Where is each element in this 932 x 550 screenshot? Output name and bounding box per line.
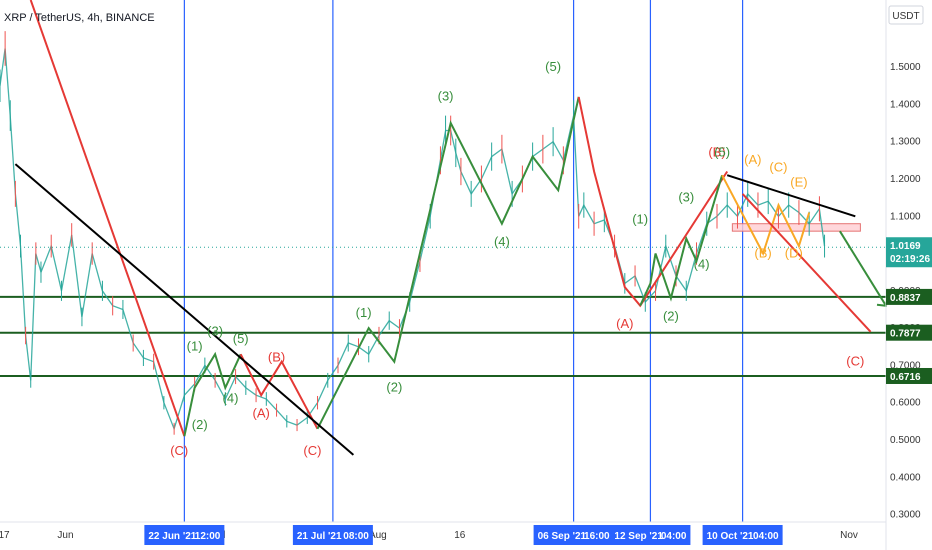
price-tick-8: 0.7000 xyxy=(890,360,921,371)
current-price-tag-bg xyxy=(886,237,932,268)
chart-title: XRP / TetherUS, 4h, BINANCE xyxy=(4,12,155,24)
price-tick-2: 1.3000 xyxy=(890,137,921,148)
price-tick-3: 1.2000 xyxy=(890,174,921,185)
price-tick-11: 0.4000 xyxy=(890,472,921,483)
wave-label-1: (2) xyxy=(192,417,208,432)
consolidation-rect xyxy=(731,223,861,232)
wave-line-green-wave-a xyxy=(183,351,242,437)
time-highlight-time-4: 04:00 xyxy=(753,531,779,542)
wave-label-3: (4) xyxy=(223,391,239,406)
time-highlight-date-2: 06 Sep '21 xyxy=(538,531,587,542)
price-series xyxy=(0,31,886,435)
unit-label: USDT xyxy=(892,11,919,22)
time-highlight-time-2: 16:00 xyxy=(584,531,610,542)
wave-line-green-target-arrow xyxy=(839,230,887,307)
time-tick-1: Jun xyxy=(57,530,73,541)
wave-label-2: (3) xyxy=(207,324,223,339)
time-tick-5: Nov xyxy=(840,530,858,541)
time-tick-3: Aug xyxy=(369,530,387,541)
wave-label-11: (3) xyxy=(438,89,454,104)
time-highlight-time-1: 08:00 xyxy=(343,531,369,542)
time-tick-4: 16 xyxy=(454,530,466,541)
price-tick-10: 0.5000 xyxy=(890,435,921,446)
time-highlight-bg-2 xyxy=(533,525,614,545)
price-tags: 0.8837 0.7877 0.6716 1.0169 02:19:26 xyxy=(886,237,932,384)
wave-label-4: (5) xyxy=(233,331,249,346)
wave-lines xyxy=(14,0,888,456)
wave-label-8: (C) xyxy=(303,443,321,458)
wave-label-14: (A) xyxy=(616,316,633,331)
level-tag-bg-2 xyxy=(886,367,932,384)
wave-label-10: (2) xyxy=(386,380,402,395)
level-tag-label-0: 0.8837 xyxy=(890,293,921,304)
wave-label-19: (B) xyxy=(708,145,725,160)
level-tag-bg-1 xyxy=(886,324,932,341)
wave-labels: (1) (2) (3) (4) (5) (C) (A) (B) (C) (1) (2) (3) (4) (… xyxy=(170,59,864,458)
level-tag-label-2: 0.6716 xyxy=(890,372,921,383)
wave-line-black-trendline-2 xyxy=(726,174,856,218)
time-highlight-bg-3 xyxy=(610,525,691,545)
time-highlight-bg-1 xyxy=(292,525,373,545)
current-price-tag-value: 1.0169 xyxy=(890,241,921,252)
wave-label-25: (E) xyxy=(790,174,807,189)
wave-label-12: (4) xyxy=(494,234,510,249)
level-tag-bg-0 xyxy=(886,288,932,305)
time-highlight-date-1: 21 Jul '21 xyxy=(297,531,342,542)
consolidation-box xyxy=(731,223,861,232)
wave-line-green-impulse xyxy=(316,96,580,430)
wave-line-black-trendline-1 xyxy=(14,163,355,456)
time-highlight-bg-4 xyxy=(702,525,783,545)
time-highlight-time-3: 04:00 xyxy=(661,531,687,542)
wave-label-22: (B) xyxy=(754,245,771,260)
time-highlight-date-4: 10 Oct '21 xyxy=(707,531,754,542)
wave-label-18: (4) xyxy=(694,256,710,271)
wave-label-24: (D) xyxy=(785,245,803,260)
wave-line-red-target xyxy=(741,193,872,333)
wave-label-13: (5) xyxy=(545,59,561,74)
wave-label-20: (5) xyxy=(714,145,730,160)
wave-line-red-correction xyxy=(577,96,729,308)
current-price-tag-countdown: 02:19:26 xyxy=(890,254,930,265)
wave-label-26: (C) xyxy=(846,353,864,368)
wave-line-red-decline xyxy=(29,0,186,437)
price-line xyxy=(0,48,826,431)
price-tick-9: 0.6000 xyxy=(890,398,921,409)
price-tick-0: 1.5000 xyxy=(890,62,921,73)
time-tick-0: 17 xyxy=(0,530,10,541)
price-tick-12: 0.3000 xyxy=(890,510,921,521)
price-tick-4: 1.1000 xyxy=(890,211,921,222)
wave-line-red-abc-a xyxy=(239,353,319,430)
wave-label-15: (1) xyxy=(632,212,648,227)
unit-badge[interactable]: USDT xyxy=(888,5,924,25)
wave-label-23: (C) xyxy=(769,160,787,175)
wave-label-6: (A) xyxy=(253,406,270,421)
time-highlight-date-0: 22 Jun '21 xyxy=(148,531,196,542)
price-tick-1: 1.4000 xyxy=(890,99,921,110)
wave-line-orange-triangle xyxy=(721,174,811,257)
wave-label-7: (B) xyxy=(268,350,285,365)
time-highlight-time-0: 12:00 xyxy=(195,531,221,542)
wave-line-green-subwave xyxy=(639,174,724,307)
time-highlight-date-3: 12 Sep '21 xyxy=(614,531,663,542)
wave-label-21: (A) xyxy=(744,152,761,167)
level-tag-label-1: 0.7877 xyxy=(890,329,921,340)
time-highlight-bg-0 xyxy=(144,525,225,545)
wave-label-9: (1) xyxy=(356,305,372,320)
wave-label-0: (1) xyxy=(187,338,203,353)
wave-label-17: (3) xyxy=(678,189,694,204)
wave-label-5: (C) xyxy=(170,443,188,458)
wave-label-16: (2) xyxy=(663,309,679,324)
